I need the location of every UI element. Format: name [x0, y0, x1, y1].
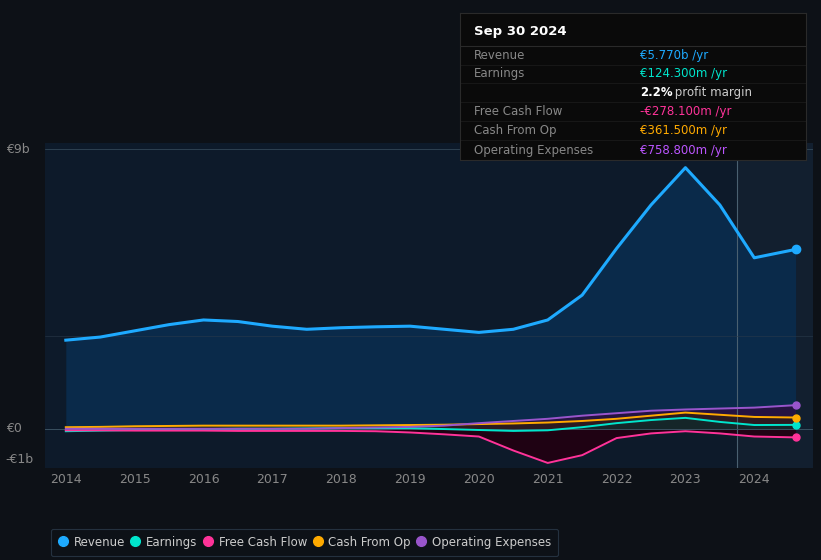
Text: Revenue: Revenue [474, 49, 525, 62]
Text: Sep 30 2024: Sep 30 2024 [474, 25, 566, 38]
Text: €0: €0 [6, 422, 21, 435]
Text: €758.800m /yr: €758.800m /yr [640, 144, 727, 157]
Text: €124.300m /yr: €124.300m /yr [640, 67, 727, 81]
Text: -€278.100m /yr: -€278.100m /yr [640, 105, 732, 118]
Text: €9b: €9b [6, 142, 30, 156]
Legend: Revenue, Earnings, Free Cash Flow, Cash From Op, Operating Expenses: Revenue, Earnings, Free Cash Flow, Cash … [51, 529, 558, 556]
Text: Operating Expenses: Operating Expenses [474, 144, 593, 157]
Text: €5.770b /yr: €5.770b /yr [640, 49, 709, 62]
Text: €361.500m /yr: €361.500m /yr [640, 124, 727, 137]
Text: 2.2%: 2.2% [640, 86, 672, 99]
Text: Free Cash Flow: Free Cash Flow [474, 105, 562, 118]
Text: Cash From Op: Cash From Op [474, 124, 556, 137]
Text: Earnings: Earnings [474, 67, 525, 81]
Text: -€1b: -€1b [6, 454, 34, 466]
Bar [737, 143, 813, 468]
Text: profit margin: profit margin [671, 86, 752, 99]
